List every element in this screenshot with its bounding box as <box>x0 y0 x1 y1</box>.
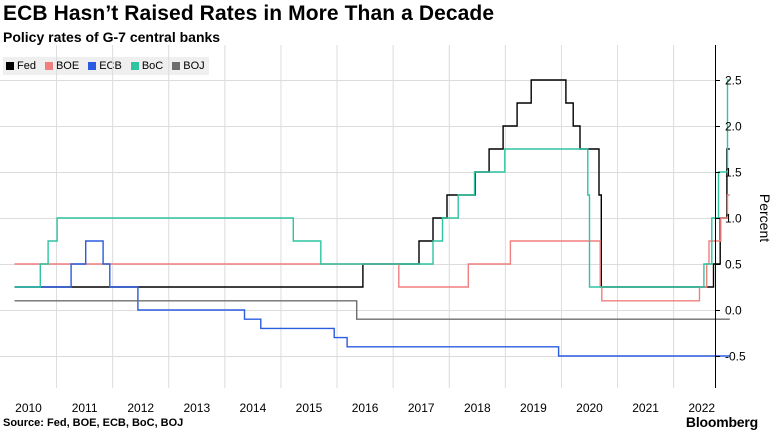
x-tick-label: 2020 <box>576 401 603 415</box>
x-tick-label: 2018 <box>464 401 491 415</box>
series-line-fed <box>14 79 730 288</box>
legend-label-fed: Fed <box>17 60 36 72</box>
series-line-boe <box>14 194 730 302</box>
x-tick-label: 2019 <box>520 401 547 415</box>
legend-item-ecb: ECB <box>88 60 122 72</box>
legend-item-boe: BOE <box>44 60 80 72</box>
legend-swatch-fed <box>6 62 14 70</box>
series-line-boc <box>14 79 730 288</box>
y-axis: 2.5 2.0 1.5 1.0 0.5 0.0 -0.5 <box>715 74 746 364</box>
y-axis-title: Percent <box>757 194 773 242</box>
legend-swatch-ecb <box>88 62 97 70</box>
x-tick-label: 2010 <box>15 401 42 415</box>
source-note: Source: Fed, BOE, ECB, BoC, BOJ <box>3 417 184 429</box>
bloomberg-logo: Bloomberg <box>685 414 758 430</box>
x-tick-label: 2011 <box>72 401 98 415</box>
x-tick-label: 2017 <box>408 401 435 415</box>
legend-item-boj: BOJ <box>172 60 205 72</box>
legend-item-fed: Fed <box>6 60 36 72</box>
y-tick-label: 1.5 <box>725 166 742 180</box>
y-tick-label: -0.5 <box>725 350 746 364</box>
legend-swatch-boj <box>172 62 181 70</box>
legend-label-ecb: ECB <box>99 60 122 72</box>
x-tick-label: 2021 <box>632 401 659 415</box>
legend-label-boc: BoC <box>141 60 164 72</box>
x-tick-label: 2016 <box>352 401 379 415</box>
chart-subtitle: Policy rates of G-7 central banks <box>3 29 221 45</box>
y-tick-label: 0.5 <box>725 258 742 272</box>
x-tick-label: 2014 <box>240 401 267 415</box>
series-line-boj <box>14 300 730 320</box>
y-tick-label: 1.0 <box>725 212 742 226</box>
x-axis: 2010 2011 2012 2013 2014 2015 2016 2017 2018 2019… <box>15 401 715 415</box>
legend-item-boc: BoC <box>130 60 164 72</box>
x-tick-label: 2022 <box>688 401 715 415</box>
legend-label-boe: BOE <box>55 60 80 72</box>
y-tick-label: 0.0 <box>725 304 742 318</box>
chart-title: ECB Hasn’t Raised Rates in More Than a D… <box>3 2 495 25</box>
y-tick-label: 2.5 <box>725 74 742 88</box>
series-lines <box>14 79 730 357</box>
x-tick-label: 2015 <box>296 401 323 415</box>
grid <box>0 45 715 388</box>
x-tick-label: 2012 <box>127 401 154 415</box>
legend-swatch-boc <box>130 62 139 70</box>
y-tick-label: 2.0 <box>725 120 742 134</box>
legend-label-boj: BOJ <box>183 60 205 72</box>
x-tick-label: 2013 <box>183 401 210 415</box>
legend-swatch-boe <box>44 62 53 70</box>
legend: Fed BOE ECB BoC BOJ <box>3 57 209 75</box>
series-line-ecb <box>14 240 730 357</box>
